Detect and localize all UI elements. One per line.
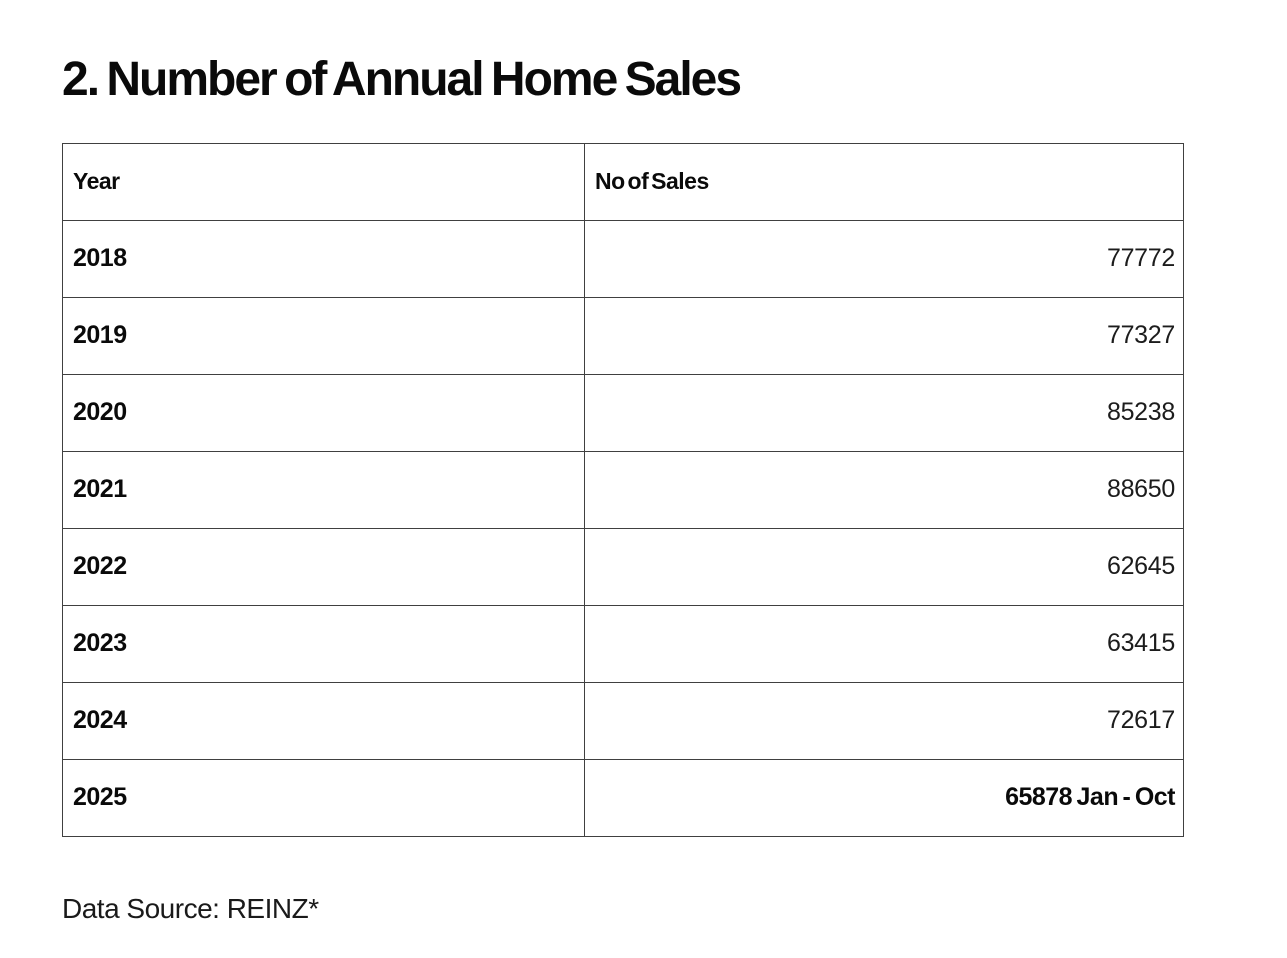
sales-cell[interactable]: 65878 Jan - Oct	[584, 758, 1184, 837]
year-cell[interactable]: 2021	[62, 450, 585, 529]
sales-cell[interactable]: 85238	[584, 373, 1184, 452]
sales-cell[interactable]: 63415	[584, 604, 1184, 683]
header-cell-no-of-sales[interactable]: No of Sales	[584, 142, 1184, 221]
header-cell-year[interactable]: Year	[62, 142, 585, 221]
table-row: 2020 85238	[62, 373, 1184, 452]
table-row: 2022 62645	[62, 527, 1184, 606]
table-row: 2023 63415	[62, 604, 1184, 683]
table-header-row: Year No of Sales	[62, 142, 1184, 221]
home-sales-table: Year No of Sales 2018 77772 2019 77327 2…	[62, 142, 1184, 837]
page-title: 2. Number of Annual Home Sales	[62, 53, 742, 106]
year-cell[interactable]: 2019	[62, 296, 585, 375]
data-source-note: Data Source: REINZ*	[62, 892, 319, 924]
sales-cell[interactable]: 72617	[584, 681, 1184, 760]
year-cell[interactable]: 2025	[62, 758, 585, 837]
table-row: 2018 77772	[62, 219, 1184, 298]
year-cell[interactable]: 2020	[62, 373, 585, 452]
table-row: 2025 65878 Jan - Oct	[62, 758, 1184, 837]
year-cell[interactable]: 2022	[62, 527, 585, 606]
sales-cell[interactable]: 62645	[584, 527, 1184, 606]
year-cell[interactable]: 2024	[62, 681, 585, 760]
table-row: 2019 77327	[62, 296, 1184, 375]
sales-cell[interactable]: 77327	[584, 296, 1184, 375]
year-cell[interactable]: 2018	[62, 219, 585, 298]
table-row: 2024 72617	[62, 681, 1184, 760]
year-cell[interactable]: 2023	[62, 604, 585, 683]
table-row: 2021 88650	[62, 450, 1184, 529]
sales-cell[interactable]: 88650	[584, 450, 1184, 529]
sales-cell[interactable]: 77772	[584, 219, 1184, 298]
document-page: 2. Number of Annual Home Sales Year No o…	[62, 53, 1184, 924]
